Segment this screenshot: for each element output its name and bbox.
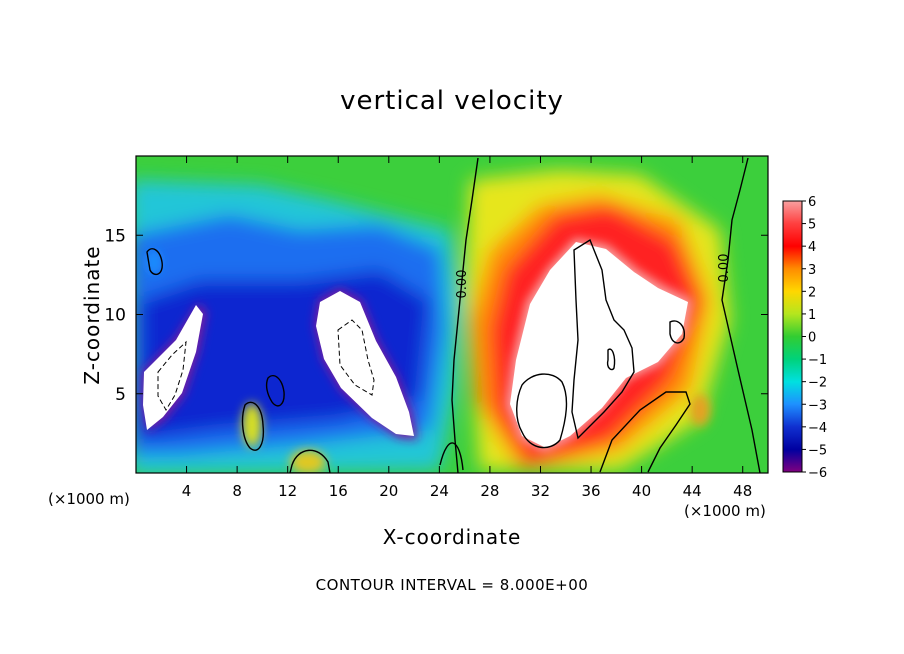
colorbar-tick-label: 5 xyxy=(808,218,816,233)
chart-title: vertical velocity xyxy=(340,86,564,116)
x-tick-label: 40 xyxy=(632,482,651,500)
x-axis: 4 8 12 16 20 24 28 32 36 40 44 48 xyxy=(182,156,752,500)
colorbar-tick-label: 4 xyxy=(808,240,816,255)
x-tick-label: 48 xyxy=(733,482,752,500)
colorbar-tick-label: 1 xyxy=(808,308,816,323)
colorbar-tick-label: 3 xyxy=(808,263,816,278)
contour-label-zero-left: 0.00 xyxy=(455,270,470,299)
x-tick-label: 28 xyxy=(480,482,499,500)
y-tick-label: 10 xyxy=(104,306,126,326)
colorbar-tick-label: −1 xyxy=(808,353,827,368)
x-tick-label: 44 xyxy=(683,482,702,500)
x-tick-label: 36 xyxy=(581,482,600,500)
x-tick-label: 16 xyxy=(329,482,348,500)
colorbar xyxy=(782,200,803,473)
y-tick-label: 15 xyxy=(104,226,126,246)
colorbar-tick-label: −6 xyxy=(808,466,827,481)
x-units-right: (×1000 m) xyxy=(684,502,766,520)
x-tick-label: 20 xyxy=(379,482,398,500)
colorbar-tick-label: −5 xyxy=(808,443,827,458)
x-units-left: (×1000 m) xyxy=(48,490,130,508)
y-tick-label: 5 xyxy=(115,385,126,405)
x-tick-label: 4 xyxy=(182,482,192,500)
x-tick-label: 8 xyxy=(232,482,242,500)
colorbar-tick-label: 2 xyxy=(808,285,816,300)
contour-lines xyxy=(146,157,761,473)
negative-contours xyxy=(157,319,375,411)
x-tick-label: 24 xyxy=(430,482,449,500)
x-axis-label: X-coordinate xyxy=(382,525,522,549)
colorbar-tick-label: 0 xyxy=(808,331,816,346)
colorbar-tick-label: −3 xyxy=(808,398,827,413)
colorbar-tick-label: −4 xyxy=(808,421,827,436)
contour-label-zero-right: 0.00 xyxy=(717,254,732,283)
y-axis: 5 10 15 xyxy=(104,226,768,405)
x-tick-label: 12 xyxy=(278,482,297,500)
contour-interval-note: CONTOUR INTERVAL = 8.000E+00 xyxy=(315,576,589,594)
colorbar-tick-label: −2 xyxy=(808,376,827,391)
contour-labels: 0.00 0.00 xyxy=(455,254,732,299)
colorbar-tick-label: 6 xyxy=(808,195,816,210)
x-tick-label: 32 xyxy=(531,482,550,500)
velocity-field xyxy=(136,156,768,473)
colorbar-ticks: 6 5 4 3 2 1 0 −1 −2 −3 −4 −5 −6 xyxy=(802,195,827,481)
